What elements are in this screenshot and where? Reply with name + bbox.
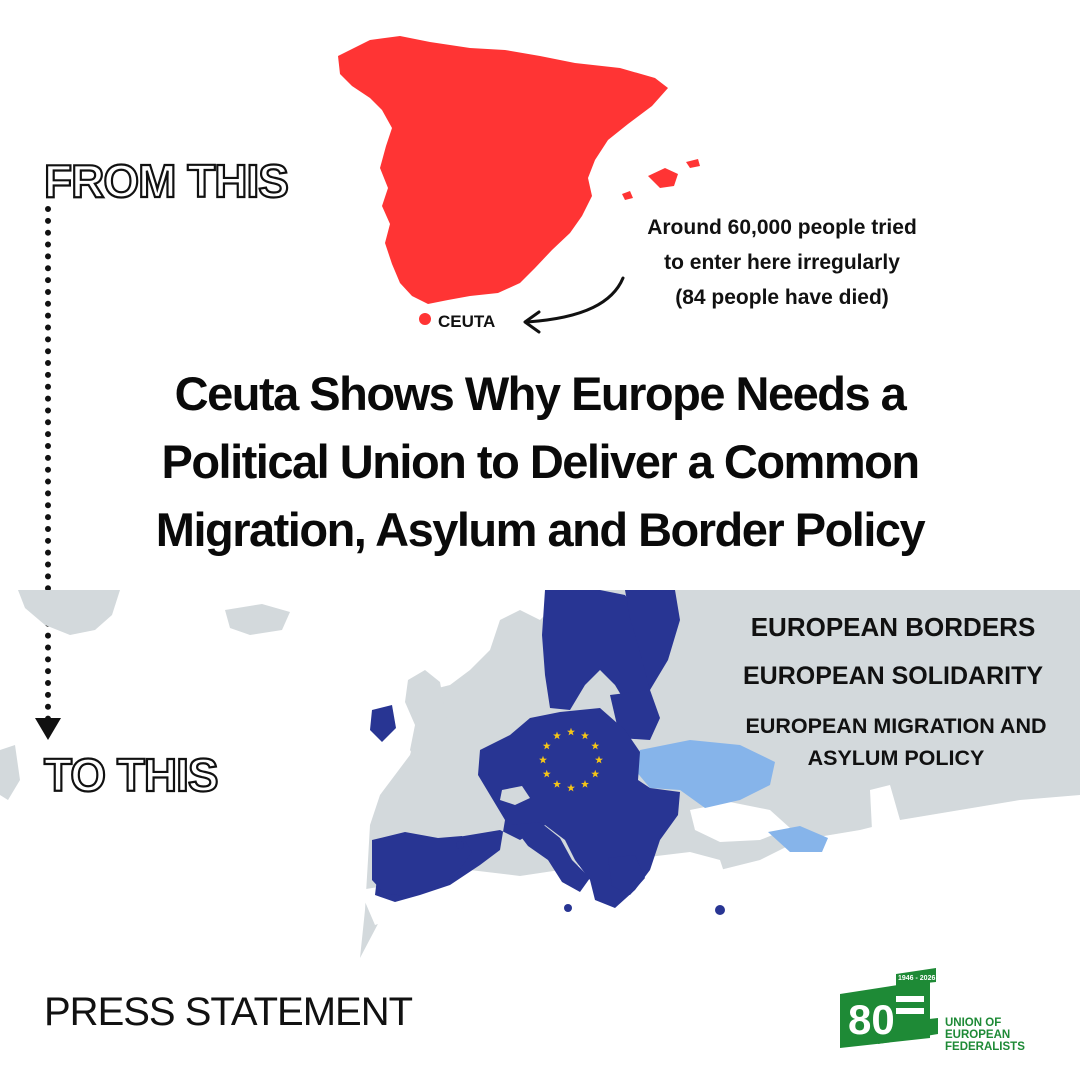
headline-line: Political Union to Deliver a Common [161,435,920,488]
headline-line: Ceuta Shows Why Europe Needs a [174,367,907,420]
stat-line: (84 people have died) [675,286,889,309]
to-this-label: TO THIS [43,749,220,801]
tagline-line: ASYLUM POLICY [807,746,985,770]
uef-logo: 80 1946 - 2026 [840,968,938,1048]
logo-name-line: UNION OF [945,1017,1002,1029]
eu-balearic [456,841,464,849]
spain-map [338,36,700,304]
tagline-migration: EUROPEAN MIGRATION AND ASYLUM POLICY [712,710,1080,774]
menorca [686,159,700,168]
eu-greece [608,855,645,895]
eu-star [581,780,589,788]
stat-line: Around 60,000 people tried [647,216,917,239]
eu-star [542,769,551,778]
switzerland-gray [500,786,530,805]
eu-scandinavia [542,590,652,710]
eu-star [539,755,547,764]
uk-gray [405,670,452,768]
mallorca [648,168,678,188]
curved-arrow-icon [523,276,625,334]
black-sea [690,802,790,842]
europe-map [0,590,1080,958]
headline-line: Migration, Asylum and Border Policy [155,503,926,556]
from-this-label: FROM THIS [43,155,290,207]
eu-iberia [372,832,472,896]
eu-finland [625,590,680,690]
eu-star [542,741,551,750]
dotted-connector-line [45,206,51,722]
logo-name-line: FEDERALISTS [945,1041,1025,1053]
georgia-candidate [768,826,828,852]
logo-organization-name: UNION OF EUROPEAN FEDERALISTS [945,1017,1025,1053]
west-gray-strip [0,745,20,800]
headline: Ceuta Shows Why Europe Needs a Political… [40,360,1040,564]
eu-star [595,755,603,764]
tagline-line: EUROPEAN MIGRATION AND [745,714,1047,738]
eu-star [553,731,561,740]
logo-years: 1946 - 2026 [898,975,935,982]
iceland-gray [225,604,290,635]
ceuta-location-dot [419,313,431,325]
eu-star [581,731,589,740]
spain-mainland [338,36,668,304]
eu-cyprus [715,905,725,915]
logo-number: 80 [848,996,895,1043]
caspian-sea [868,785,900,880]
tagline-borders: EUROPEAN BORDERS [750,612,1036,642]
tagline-solidarity: EUROPEAN SOLIDARITY [742,662,1044,690]
eu-star [567,783,575,792]
ceuta-label: CEUTA [438,312,496,331]
eu-star [591,741,600,750]
stat-line: to enter here irregularly [664,251,900,274]
star-circle-icon [539,727,603,792]
eu-star [567,727,575,736]
eu-ireland [370,705,396,742]
greenland-gray [18,590,120,635]
press-statement-label: PRESS STATEMENT [44,990,413,1034]
migration-statistic: Around 60,000 people tried to enter here… [612,210,952,315]
eu-italy [512,822,590,892]
logo-name-line: EUROPEAN [945,1029,1011,1041]
ibiza [622,191,633,200]
eu-baltics [610,690,660,740]
arrow-down-icon [35,718,61,740]
eu-star [591,769,600,778]
eu-malta [564,904,572,912]
ukraine-candidate [635,740,775,808]
eu-star [553,780,561,788]
